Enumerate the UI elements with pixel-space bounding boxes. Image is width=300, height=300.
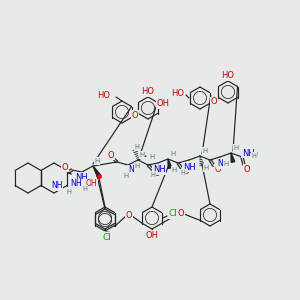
Text: NH: NH [76, 172, 88, 182]
Text: N: N [217, 160, 223, 169]
Text: H: H [202, 148, 208, 154]
Text: H: H [151, 172, 155, 178]
Text: N: N [128, 166, 134, 175]
Text: H: H [140, 152, 145, 158]
Text: O: O [62, 163, 68, 172]
Text: H: H [252, 153, 256, 159]
Text: H: H [170, 151, 175, 157]
Text: O: O [108, 151, 114, 160]
Text: H: H [94, 158, 100, 164]
Text: HO: HO [142, 88, 154, 97]
Text: NH: NH [51, 182, 63, 190]
Text: NH: NH [153, 166, 165, 175]
Text: H: H [171, 167, 177, 173]
Text: H: H [67, 189, 71, 195]
Text: H: H [135, 144, 140, 150]
Text: H: H [74, 180, 80, 186]
Text: H: H [203, 165, 208, 171]
Text: H: H [181, 170, 185, 176]
Text: Cl: Cl [103, 232, 111, 242]
Text: NH: NH [183, 163, 195, 172]
Text: H: H [224, 161, 229, 167]
Polygon shape [168, 159, 172, 168]
Text: O: O [215, 164, 221, 173]
Text: Cl: Cl [169, 209, 177, 218]
Text: OH: OH [157, 100, 169, 109]
Text: O: O [132, 110, 138, 119]
Text: H: H [149, 154, 154, 160]
Text: OH: OH [85, 179, 97, 188]
Text: Cl: Cl [103, 232, 111, 241]
Text: H: H [233, 145, 238, 151]
Text: H: H [134, 163, 140, 169]
Text: HO: HO [171, 88, 184, 98]
Polygon shape [231, 153, 235, 162]
Text: NH: NH [70, 179, 82, 188]
Polygon shape [93, 166, 100, 177]
Text: O: O [211, 98, 217, 106]
Text: H: H [123, 173, 129, 179]
Text: HO: HO [221, 71, 235, 80]
Text: HO: HO [97, 92, 110, 100]
Text: O: O [178, 208, 184, 217]
Text: O: O [154, 169, 160, 178]
Text: NH₂: NH₂ [242, 148, 258, 158]
Text: H: H [82, 186, 87, 192]
Text: OH: OH [146, 230, 158, 239]
Text: O: O [183, 167, 189, 176]
Text: O: O [244, 164, 250, 173]
Text: O: O [126, 211, 132, 220]
